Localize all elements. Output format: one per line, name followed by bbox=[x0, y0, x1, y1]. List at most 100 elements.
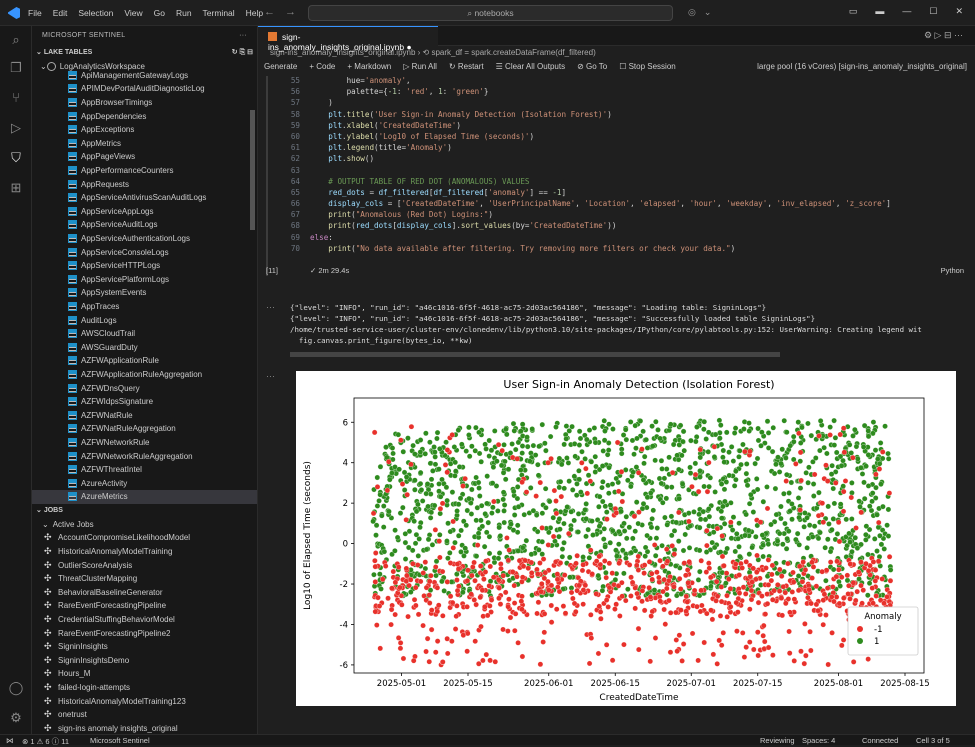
table-item[interactable]: AppServiceAuditLogs bbox=[32, 218, 257, 232]
job-item[interactable]: ✣ AccountCompromiseLikelihoodModel bbox=[32, 531, 257, 545]
table-item[interactable]: AppPerformanceCounters bbox=[32, 164, 257, 178]
table-item[interactable]: AWSCloudTrail bbox=[32, 327, 257, 341]
status-reviewing[interactable]: Reviewing bbox=[760, 736, 795, 745]
table-item[interactable]: AZFWIdpsSignature bbox=[32, 395, 257, 409]
job-item[interactable]: ✣ ThreatClusterMapping bbox=[32, 572, 257, 586]
explorer-icon[interactable]: ❐ bbox=[10, 60, 22, 75]
shield-icon[interactable]: ⛉ bbox=[11, 150, 21, 165]
menu-item-edit[interactable]: Edit bbox=[52, 8, 68, 18]
menu-item-file[interactable]: File bbox=[28, 8, 42, 18]
menu-item-help[interactable]: Help bbox=[245, 8, 264, 18]
table-item[interactable]: AZFWApplicationRule bbox=[32, 354, 257, 368]
status-spaces[interactable]: Spaces: 4 bbox=[802, 736, 836, 745]
job-item[interactable]: ✣ SigninInsights bbox=[32, 640, 257, 654]
nav-arrows[interactable]: ←→ bbox=[264, 6, 306, 18]
table-item[interactable]: AppServiceAntivirusScanAuditLogs bbox=[32, 191, 257, 205]
job-item[interactable]: ✣ Hours_M bbox=[32, 667, 257, 681]
layout-icons[interactable]: ◎ ⌄ bbox=[688, 7, 711, 18]
status-cell[interactable]: Cell 3 of 5 bbox=[916, 736, 950, 745]
menu-item-go[interactable]: Go bbox=[153, 8, 165, 18]
table-item[interactable]: AppServiceAppLogs bbox=[32, 205, 257, 219]
table-item[interactable]: AppTraces bbox=[32, 300, 257, 314]
kernel-picker[interactable]: large pool (16 vCores) [sign-ins_anomaly… bbox=[757, 62, 967, 71]
search-icon[interactable]: ⌕ bbox=[12, 32, 20, 47]
table-item[interactable]: APIMDevPortalAuditDiagnosticLog bbox=[32, 82, 257, 96]
account-icon[interactable]: ◯ bbox=[8, 680, 24, 695]
status-connected[interactable]: Connected bbox=[862, 736, 899, 745]
problems-status[interactable]: ⊗ 1 ⚠ 6 ⓘ 11 bbox=[22, 737, 70, 746]
job-item[interactable]: ✣ failed-login-attempts bbox=[32, 681, 257, 695]
window-controls[interactable]: ▭ ▬ — ☐ ✕ bbox=[849, 6, 963, 17]
plot-more-icon[interactable]: ··· bbox=[266, 371, 275, 381]
toolbar-button[interactable]: + Code bbox=[309, 62, 336, 71]
dropdown-icon[interactable]: ⌄ bbox=[703, 7, 712, 17]
workspace-node[interactable]: ⌄ LogAnalyticsWorkspace bbox=[40, 62, 145, 72]
toolbar-button[interactable]: + Markdown bbox=[347, 62, 392, 71]
table-item[interactable]: AzureMetrics bbox=[32, 490, 257, 504]
job-item[interactable]: ✣ OutlierScoreAnalysis bbox=[32, 558, 257, 572]
layout-toggle-icon[interactable]: ▭ bbox=[848, 6, 858, 16]
command-center-search[interactable]: ⌕ notebooks bbox=[308, 5, 673, 21]
toolbar-button[interactable]: ☐ Stop Session bbox=[619, 62, 676, 71]
job-item[interactable]: ✣ SigninInsightsDemo bbox=[32, 654, 257, 668]
menu-item-run[interactable]: Run bbox=[175, 8, 192, 18]
job-item[interactable]: ✣ HistoricalAnomalyModelTraining bbox=[32, 545, 257, 559]
code-cell[interactable]: 55 hue='anomaly', 56 palette={-1: 'red', … bbox=[266, 76, 968, 276]
table-item[interactable]: AZFWApplicationRuleAggregation bbox=[32, 368, 257, 382]
sidebar-scrollbar[interactable] bbox=[250, 110, 255, 230]
table-item[interactable]: AppRequests bbox=[32, 177, 257, 191]
table-item[interactable]: AppServiceHTTPLogs bbox=[32, 259, 257, 273]
table-item[interactable]: AZFWNetworkRuleAggregation bbox=[32, 449, 257, 463]
table-item[interactable]: AuditLogs bbox=[32, 313, 257, 327]
job-item[interactable]: ✣ onetrust bbox=[32, 708, 257, 722]
lake-tables-header[interactable]: ⌄ LAKE TABLES ↻ ⎘ ⊟ bbox=[36, 49, 253, 56]
toolbar-button[interactable]: Generate bbox=[264, 62, 298, 71]
toolbar-button[interactable]: ▷ Run All bbox=[403, 62, 437, 71]
settings-gear-icon[interactable]: ⚙ bbox=[10, 710, 22, 725]
toolbar-button[interactable]: ⊘ Go To bbox=[577, 62, 608, 71]
toolbar-button[interactable]: ↻ Restart bbox=[448, 62, 484, 71]
table-item[interactable]: AppDependencies bbox=[32, 109, 257, 123]
editor-actions-icon[interactable]: ⚙ ▷ ⊟ ··· bbox=[923, 30, 963, 40]
table-item[interactable]: AppExceptions bbox=[32, 123, 257, 137]
refresh-icon[interactable]: ↻ ⎘ ⊟ bbox=[231, 49, 253, 56]
tab-notebook[interactable]: sign-ins_anomaly_insights_original.ipynb… bbox=[258, 26, 438, 52]
job-item[interactable]: ✣ RareEventForecastingPipeline2 bbox=[32, 626, 257, 640]
jobs-header[interactable]: ⌄ JOBS bbox=[36, 506, 63, 514]
table-item[interactable]: AzureActivity bbox=[32, 476, 257, 490]
table-item[interactable]: AppServicePlatformLogs bbox=[32, 273, 257, 287]
source-control-icon[interactable]: ⑂ bbox=[12, 90, 20, 105]
table-item[interactable]: AZFWNatRule bbox=[32, 408, 257, 422]
table-item[interactable]: AppServiceConsoleLogs bbox=[32, 245, 257, 259]
table-item[interactable]: AZFWThreatIntel bbox=[32, 463, 257, 477]
table-item[interactable]: AppSystemEvents bbox=[32, 286, 257, 300]
table-item[interactable]: AppPageViews bbox=[32, 150, 257, 164]
remote-icon[interactable]: ⋈ bbox=[6, 736, 14, 745]
job-item[interactable]: ✣ RareEventForecastingPipeline bbox=[32, 599, 257, 613]
table-item[interactable]: AZFWNetworkRule bbox=[32, 436, 257, 450]
toolbar-button[interactable]: ☰ Clear All Outputs bbox=[495, 62, 566, 71]
table-item[interactable]: AZFWDnsQuery bbox=[32, 381, 257, 395]
sentinel-status[interactable]: Microsoft Sentinel bbox=[90, 736, 150, 745]
breadcrumb[interactable]: sign-ins_anomaly_insights_original.ipynb… bbox=[270, 48, 596, 57]
table-item[interactable]: ApiManagementGatewayLogs bbox=[32, 69, 257, 83]
menu-item-selection[interactable]: Selection bbox=[78, 8, 114, 18]
table-item[interactable]: AppBrowserTimings bbox=[32, 96, 257, 110]
table-item[interactable]: AppServiceAuthenticationLogs bbox=[32, 232, 257, 246]
menu-item-terminal[interactable]: Terminal bbox=[202, 8, 235, 18]
table-item[interactable]: AZFWNatRuleAggregation bbox=[32, 422, 257, 436]
copilot-icon[interactable]: ◎ bbox=[688, 7, 696, 17]
close-icon[interactable]: ✕ bbox=[955, 6, 963, 16]
table-item[interactable]: AppMetrics bbox=[32, 137, 257, 151]
panel-toggle-icon[interactable]: ▬ bbox=[875, 6, 885, 16]
maximize-icon[interactable]: ☐ bbox=[929, 6, 938, 16]
run-debug-icon[interactable]: ▷ bbox=[11, 120, 21, 135]
minimize-icon[interactable]: — bbox=[902, 6, 912, 16]
active-jobs-node[interactable]: ⌄ Active Jobs bbox=[42, 519, 94, 529]
menu-item-view[interactable]: View bbox=[124, 8, 143, 18]
job-item[interactable]: ✣ sign-ins anomaly insights_original bbox=[32, 722, 257, 735]
table-item[interactable]: AWSGuardDuty bbox=[32, 340, 257, 354]
job-item[interactable]: ✣ HistoricalAnomalyModelTraining123 bbox=[32, 694, 257, 708]
job-item[interactable]: ✣ CredentialStuffingBehaviorModel bbox=[32, 613, 257, 627]
output-more-icon[interactable]: ··· bbox=[266, 302, 275, 312]
